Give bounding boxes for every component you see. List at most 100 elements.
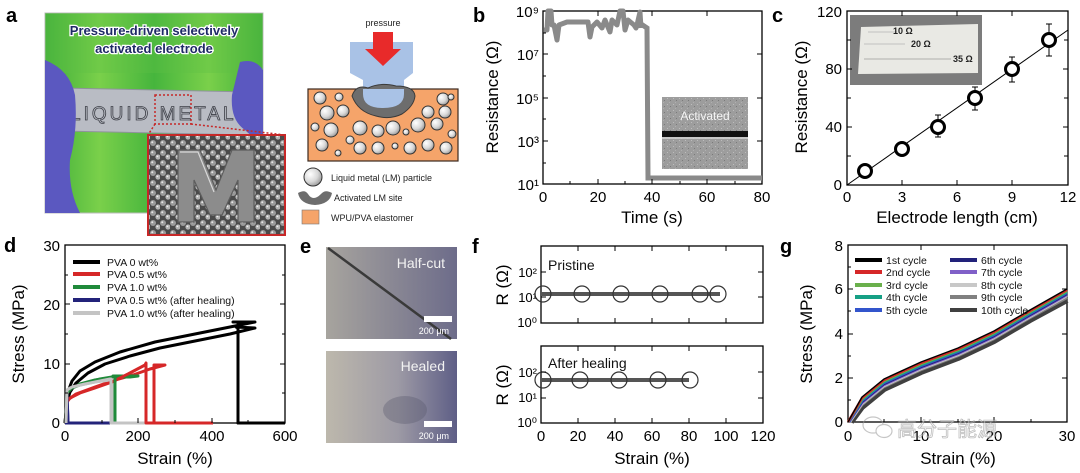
panel-f: f Pristine 10⁰ 10¹ 10² R (Ω) xyxy=(472,236,776,468)
chart-c-ylabel: Resistance (Ω) xyxy=(792,41,811,154)
svg-text:6: 6 xyxy=(953,189,961,206)
svg-text:0: 0 xyxy=(539,189,547,206)
selection-box xyxy=(154,94,192,125)
chart-b-axes: Activated 0 20 40 60 80 xyxy=(483,4,770,227)
svg-text:4: 4 xyxy=(835,326,843,343)
inset-label-10: 10 Ω xyxy=(893,26,913,36)
cycle-curves xyxy=(846,288,1069,424)
svg-text:6th cycle: 6th cycle xyxy=(981,255,1023,267)
inset-zoom-m xyxy=(147,134,286,236)
scale-bar-label: 200 μm xyxy=(419,431,449,441)
micrograph-half-cut: Half-cut 200 μm xyxy=(326,246,457,341)
svg-text:0: 0 xyxy=(844,428,852,445)
svg-text:60: 60 xyxy=(699,189,716,206)
chart-d-yticks: 0 10 20 30 xyxy=(43,238,60,432)
svg-text:10³: 10³ xyxy=(517,134,539,151)
scale-bar xyxy=(424,316,452,322)
chart-g-xticks: 0 10 20 30 xyxy=(844,428,1076,445)
svg-text:20: 20 xyxy=(570,428,587,445)
chart-f-pristine: Pristine 10⁰ 10¹ 10² R (Ω) xyxy=(493,245,764,330)
chart-d-xticks: 0 200 400 600 xyxy=(61,428,298,445)
glove-right xyxy=(231,61,263,140)
svg-text:40: 40 xyxy=(825,119,842,136)
svg-text:2: 2 xyxy=(835,370,843,387)
activated-label: Activated xyxy=(680,109,729,123)
svg-text:10⁷: 10⁷ xyxy=(517,47,539,64)
svg-text:PVA 0.5 wt% (after healing): PVA 0.5 wt% (after healing) xyxy=(107,295,235,307)
chart-f-xlabel: Strain (%) xyxy=(614,449,690,468)
svg-text:0: 0 xyxy=(537,428,545,445)
watermark: 高分子能源 xyxy=(862,416,997,441)
inset-label-35: 35 Ω xyxy=(953,54,973,64)
svg-text:10⁰: 10⁰ xyxy=(517,415,537,430)
svg-text:100: 100 xyxy=(713,428,738,445)
panel-label-b: b xyxy=(473,5,485,27)
svg-text:400: 400 xyxy=(199,428,224,445)
pressure-schematic: pressure Liqui xyxy=(298,18,459,225)
glove-left xyxy=(45,60,80,213)
panel-label-a: a xyxy=(6,5,18,27)
svg-text:80: 80 xyxy=(754,189,771,206)
chart-d-ylabel: Stress (MPa) xyxy=(9,284,28,383)
healed-label: Healed xyxy=(401,358,445,374)
data-points xyxy=(857,32,1057,179)
svg-text:10¹: 10¹ xyxy=(518,390,537,405)
panel-c: c 10 Ω 20 Ω 35 Ω xyxy=(772,4,1076,227)
legend-elastomer: WPU/PVA elastomer xyxy=(331,213,413,223)
chart-g-legend: 1st cycle 2nd cycle 3rd cycle 4th cycle … xyxy=(855,255,1028,317)
half-cut-label: Half-cut xyxy=(397,255,445,271)
chart-g-yticks: 0 2 4 6 8 xyxy=(835,238,843,431)
svg-text:3rd cycle: 3rd cycle xyxy=(886,280,928,292)
svg-text:10¹: 10¹ xyxy=(518,290,537,305)
svg-text:9: 9 xyxy=(1008,189,1016,206)
photo-title-line2: activated electrode xyxy=(95,41,213,56)
chart-d-xlabel: Strain (%) xyxy=(137,449,213,468)
panel-label-d: d xyxy=(4,235,16,257)
svg-text:10: 10 xyxy=(43,356,60,373)
svg-text:200: 200 xyxy=(125,428,150,445)
panel-a: a Pressure-driven selectively activated … xyxy=(6,5,459,236)
svg-text:600: 600 xyxy=(272,428,297,445)
svg-text:30: 30 xyxy=(43,238,60,255)
svg-text:10⁰: 10⁰ xyxy=(517,315,537,330)
svg-text:6: 6 xyxy=(835,281,843,298)
svg-text:30: 30 xyxy=(1059,428,1076,445)
svg-text:0: 0 xyxy=(843,189,851,206)
fit-line xyxy=(846,29,1069,186)
chart-b-ylabel: Resistance (Ω) xyxy=(483,41,502,154)
svg-text:PVA 0.5 wt%: PVA 0.5 wt% xyxy=(107,269,167,281)
svg-text:4th cycle: 4th cycle xyxy=(886,292,928,304)
panel-label-c: c xyxy=(772,5,783,27)
svg-text:10¹: 10¹ xyxy=(517,177,539,194)
pressure-arrow-icon xyxy=(365,32,401,66)
svg-text:20: 20 xyxy=(986,428,1003,445)
lm-particles xyxy=(310,91,457,157)
svg-text:7th cycle: 7th cycle xyxy=(981,267,1023,279)
micrograph-healed: Healed 200 μm xyxy=(326,351,457,443)
svg-text:10²: 10² xyxy=(518,265,537,280)
chart-c-xticks: 0 3 6 9 12 xyxy=(843,189,1077,206)
chart-g-ylabel: Stress (MPa) xyxy=(797,284,816,383)
svg-text:40: 40 xyxy=(644,189,661,206)
chart-c-yticks: 0 40 80 120 xyxy=(817,4,842,194)
curve-pva-0 xyxy=(63,320,285,425)
electrode-photo-inset: 10 Ω 20 Ω 35 Ω xyxy=(850,15,982,85)
pristine-label: Pristine xyxy=(548,257,595,273)
svg-text:0: 0 xyxy=(834,177,842,194)
scale-bar-label: 200 μm xyxy=(419,326,449,336)
svg-text:PVA 0 wt%: PVA 0 wt% xyxy=(107,257,158,269)
chart-f-healed: After healing 10⁰ 10¹ 10² R (Ω) xyxy=(493,345,764,430)
svg-text:0: 0 xyxy=(52,415,60,432)
svg-text:60: 60 xyxy=(644,428,661,445)
elastomer-swatch-icon xyxy=(301,209,320,225)
svg-text:10⁹: 10⁹ xyxy=(516,4,539,21)
svg-text:10: 10 xyxy=(913,428,930,445)
panel-b: b Activated xyxy=(473,4,770,227)
chart-b-xticks: 0 20 40 60 80 xyxy=(539,189,771,206)
svg-text:2nd cycle: 2nd cycle xyxy=(886,267,931,279)
inset-label-20: 20 Ω xyxy=(911,39,931,49)
panel-g: g 1st cycle 2nd cycle 3rd cycle 4th cycl… xyxy=(780,236,1075,468)
svg-text:8th cycle: 8th cycle xyxy=(981,280,1023,292)
electrode-photo: Pressure-driven selectively activated el… xyxy=(44,12,286,236)
svg-text:40: 40 xyxy=(607,428,624,445)
